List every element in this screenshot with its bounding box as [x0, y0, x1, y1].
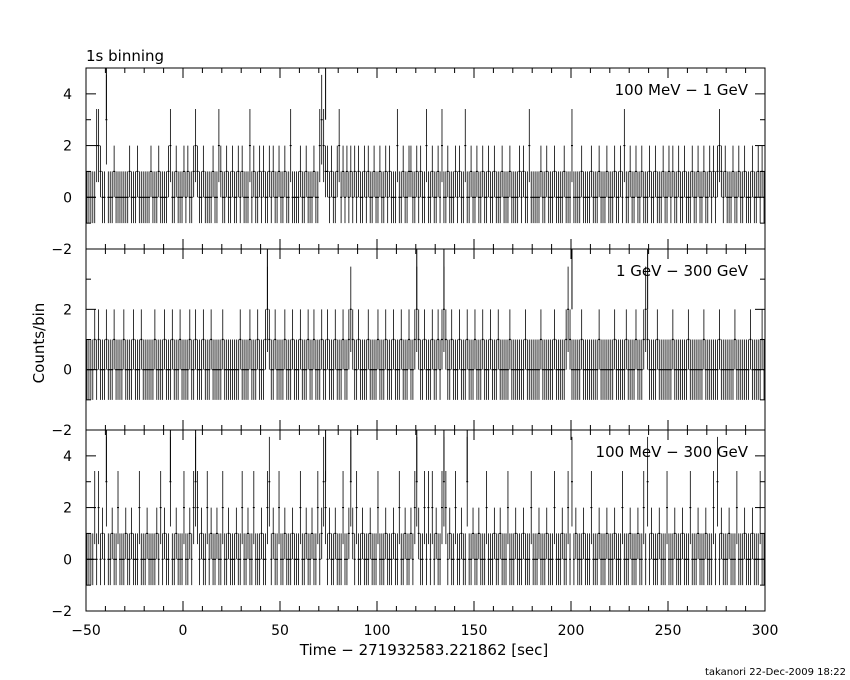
- histogram-line: [86, 119, 765, 198]
- histogram-line: [86, 481, 765, 560]
- y-axis-label: Counts/bin: [30, 303, 48, 384]
- energy-band-label: 100 MeV − 300 GeV: [596, 443, 749, 461]
- y-tick-label: 0: [63, 552, 72, 568]
- x-tick-label: −50: [71, 623, 101, 639]
- y-tick-label: −2: [51, 423, 72, 439]
- x-tick-label: 250: [655, 623, 682, 639]
- x-tick-label: 100: [364, 623, 391, 639]
- y-tick-label: 2: [63, 501, 72, 517]
- error-bars: [86, 266, 765, 400]
- x-tick-label: 50: [271, 623, 289, 639]
- panel-1: 4 2 0 −2 100 MeV − 1 GeV: [51, 67, 766, 258]
- x-axis-label: Time − 271932583.221862 [sec]: [299, 641, 549, 659]
- y-tick-label: 2: [63, 302, 72, 318]
- y-tick-label: 0: [63, 190, 72, 206]
- x-tick-label: 150: [461, 623, 488, 639]
- panel-3: 4 2 0 −2 100 MeV − 300 GeV: [51, 429, 766, 620]
- x-tick-label: 200: [558, 623, 585, 639]
- histogram-line: [86, 308, 765, 371]
- y-tick-label: 0: [63, 363, 72, 379]
- panels-group: 4 2 0 −2 100 MeV − 1 GeV 2 0 −2 1 GeV − 300 GeV 4…: [51, 67, 779, 639]
- y-tick-label: −2: [51, 604, 72, 620]
- energy-band-label: 1 GeV − 300 GeV: [616, 262, 749, 280]
- x-tick-label: 300: [752, 623, 779, 639]
- x-tick-label: 0: [179, 623, 188, 639]
- binning-label: 1s binning: [86, 47, 164, 65]
- y-tick-label: 2: [63, 139, 72, 155]
- footer-stamp: takanori 22-Dec-2009 18:22: [705, 667, 846, 678]
- panel-frame: [85, 429, 766, 612]
- y-tick-label: −2: [51, 242, 72, 258]
- y-tick-label: 4: [63, 87, 72, 103]
- energy-band-label: 100 MeV − 1 GeV: [615, 81, 749, 99]
- y-tick-label: 4: [63, 449, 72, 465]
- panel-2: 2 0 −2 1 GeV − 300 GeV: [51, 248, 766, 439]
